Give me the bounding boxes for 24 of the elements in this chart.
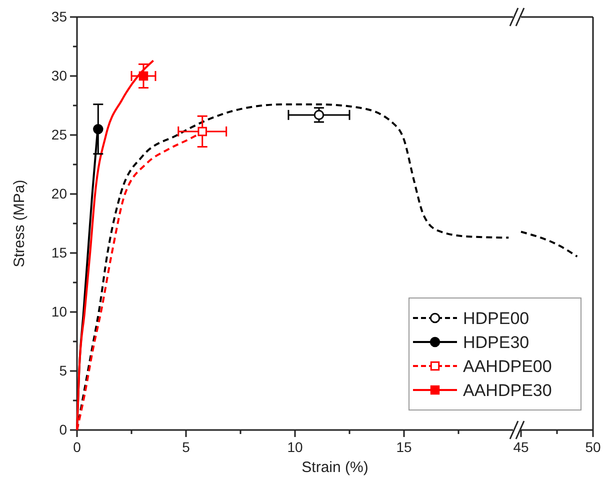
y-tick-label: 15 — [51, 244, 68, 260]
point — [93, 124, 104, 134]
point — [138, 71, 148, 81]
y-tick-label: 10 — [51, 303, 68, 320]
y-axis-title: Stress (MPa) — [11, 180, 28, 268]
x-tick-label: 10 — [287, 438, 303, 455]
legend-label: AAHDPE30 — [463, 381, 552, 400]
legend-label: AAHDPE00 — [463, 357, 552, 376]
x-tick-label: 5 — [182, 438, 190, 455]
x-tick-label: 0 — [73, 438, 82, 455]
x-axis-title: Strain (%) — [302, 459, 368, 476]
y-tick-label: 30 — [51, 67, 68, 84]
y-tick-label: 20 — [51, 185, 68, 202]
point — [198, 126, 207, 136]
legend-label: HDPE30 — [463, 333, 530, 352]
y-tick-label: 25 — [51, 126, 68, 142]
x-tick-label: 45 — [513, 438, 529, 455]
x-tick-label: 15 — [396, 438, 412, 455]
x-tick-label: 50 — [585, 438, 601, 455]
y-tick-label: 0 — [59, 421, 68, 438]
point — [314, 110, 324, 120]
y-tick-label: 35 — [51, 8, 68, 24]
y-tick-label: 5 — [59, 362, 68, 378]
legend-label: HDPE00 — [463, 309, 530, 328]
